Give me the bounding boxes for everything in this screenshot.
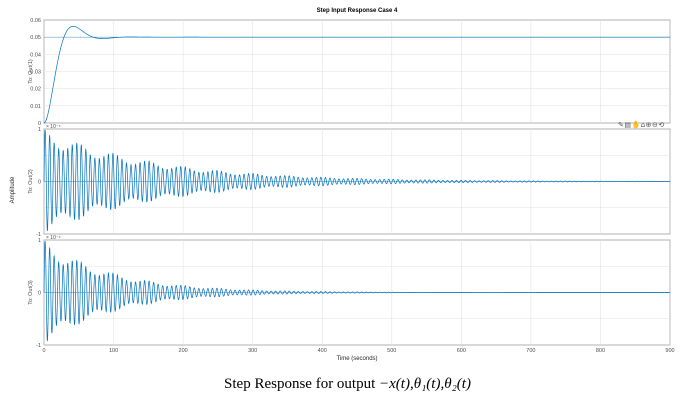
step-response-figure: Step Input Response Case 4 Amplitude Tim… (10, 8, 675, 362)
x-tick-label: 800 (596, 348, 605, 354)
restore-view-icon[interactable]: ⟲ (658, 121, 665, 129)
y-tick-label: 0.06 (30, 18, 41, 24)
export-icon[interactable]: ▤ (624, 121, 632, 129)
x-tick-label: 900 (665, 348, 674, 354)
chart-title: Step Input Response Case 4 (317, 8, 398, 14)
home-icon[interactable]: ⌂ (640, 121, 646, 129)
y-tick-label: 0.04 (30, 52, 41, 58)
zoom-out-icon[interactable]: ⊖ (652, 121, 659, 129)
y-exponent-label: × 10⁻⁴ (46, 124, 61, 130)
y-tick-label: 1 (38, 238, 41, 244)
pan-icon[interactable]: ✋ (631, 121, 641, 129)
y-tick-label: -1 (36, 232, 41, 238)
x-tick-label: 200 (179, 348, 188, 354)
caption-text: Step Response for output (224, 376, 380, 392)
x-tick-label: 300 (248, 348, 257, 354)
zoom-in-icon[interactable]: ⊕ (645, 121, 653, 129)
x-axis-label: Time (seconds) (336, 356, 377, 362)
axes-toolbar[interactable]: ✎▤✋⌂⊕⊖⟲ (618, 121, 665, 129)
x-tick-label: 0 (42, 348, 45, 354)
response-line (43, 241, 670, 342)
y-tick-label: 0 (38, 121, 41, 127)
x-tick-label: 700 (526, 348, 535, 354)
x-tick-label: 600 (457, 348, 466, 354)
brush-icon[interactable]: ✎ (618, 121, 625, 129)
x-tick-label: 100 (109, 348, 118, 354)
subplot-3: 0 100 200 300 400 500 600 700 800 900-101 × 10⁻⁴To… (28, 235, 675, 354)
y-tick-label: 0 (38, 291, 41, 297)
response-line (43, 129, 671, 232)
subplot-y-label: To: Out(3) (28, 280, 34, 305)
y-tick-label: 0.01 (30, 104, 41, 110)
y-axis-label: Amplitude (10, 176, 16, 203)
y-tick-label: 0.02 (30, 87, 41, 93)
subplot-2: -101 × 10⁻⁴To: Out(2) (28, 124, 671, 238)
subplot-y-label: To: Out(1) (28, 59, 34, 84)
y-tick-label: 0.05 (30, 35, 41, 41)
x-tick-label: 500 (387, 348, 396, 354)
y-tick-label: 0.03 (30, 70, 41, 76)
subplot-1: 0 0.01 0.02 0.03 0.04 0.05 0.06 To: Out(1) (28, 18, 671, 127)
y-tick-label: 0 (38, 180, 41, 186)
figure-caption: Step Response for output −x(t),θ₁(t),θ₂(… (0, 376, 695, 393)
response-line (43, 25, 670, 124)
y-tick-label: -1 (36, 343, 41, 349)
caption-math: −x(t),θ₁(t),θ₂(t) (379, 376, 471, 392)
y-exponent-label: × 10⁻⁴ (46, 235, 61, 241)
y-tick-label: 1 (38, 127, 41, 133)
x-tick-label: 400 (318, 348, 327, 354)
subplot-y-label: To: Out(2) (28, 169, 34, 194)
